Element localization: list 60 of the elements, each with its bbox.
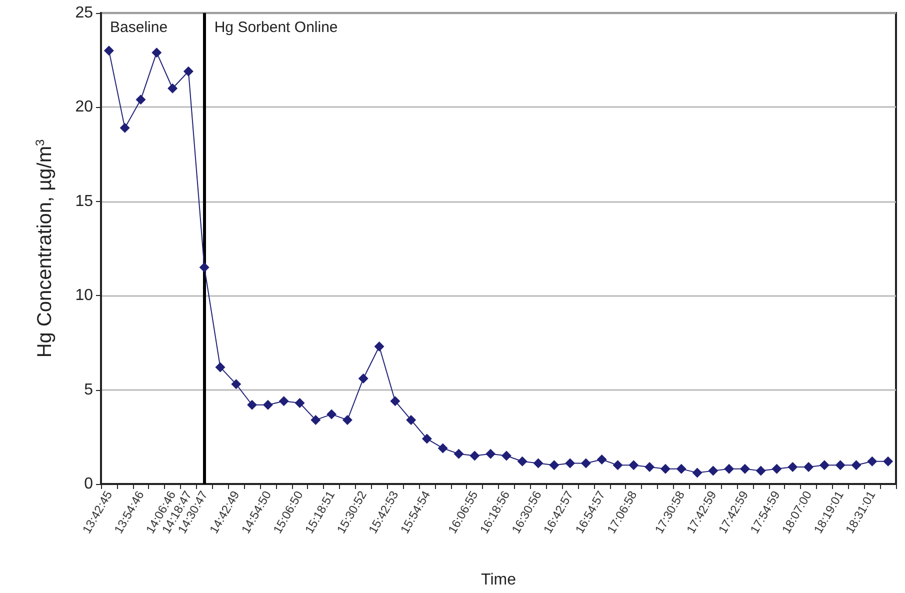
y-tick-label: 15 (75, 192, 94, 210)
point (310, 414, 321, 425)
point (580, 458, 591, 468)
point (692, 468, 702, 478)
point (231, 379, 242, 390)
point (724, 464, 734, 474)
point (326, 409, 337, 420)
point (294, 398, 305, 408)
point (756, 466, 766, 476)
point (199, 262, 210, 272)
point (708, 466, 718, 476)
point (660, 464, 670, 474)
point (183, 66, 194, 76)
point (596, 454, 607, 465)
y-tick-label: 5 (84, 381, 94, 398)
point (438, 443, 448, 454)
point (772, 464, 782, 474)
point (565, 458, 576, 468)
y-tick-label: 10 (75, 287, 94, 304)
point (788, 462, 798, 472)
annotation: Baseline (110, 19, 168, 36)
point (104, 46, 114, 56)
point (136, 94, 146, 105)
point (804, 462, 814, 472)
point (740, 464, 750, 474)
y-tick-label: 0 (84, 476, 94, 492)
point (644, 462, 655, 472)
point (168, 83, 178, 94)
point (262, 400, 273, 410)
point (883, 456, 894, 466)
point (612, 460, 623, 470)
x-axis-title: Time (481, 572, 516, 588)
point (215, 362, 226, 372)
point (470, 450, 480, 461)
point (422, 434, 432, 444)
point (247, 400, 258, 410)
annotation: Hg Sorbent Online (214, 19, 338, 36)
point (120, 122, 130, 133)
y-axis-title: Hg Concentration, µg/m3 (33, 139, 56, 358)
point (533, 458, 544, 468)
point (486, 448, 496, 459)
point (358, 373, 368, 384)
point (501, 450, 512, 461)
point (549, 460, 560, 470)
point (819, 460, 830, 470)
point (278, 396, 289, 406)
point (628, 460, 639, 470)
point (676, 464, 686, 474)
point (342, 414, 352, 425)
point (454, 448, 464, 459)
point (152, 48, 162, 58)
point (851, 460, 862, 470)
point (406, 414, 416, 425)
point (867, 456, 878, 466)
point (390, 396, 400, 406)
point (517, 456, 528, 466)
y-tick-label: 25 (75, 4, 94, 22)
y-tick-label: 20 (75, 98, 94, 116)
point (835, 460, 846, 470)
point (374, 341, 384, 352)
